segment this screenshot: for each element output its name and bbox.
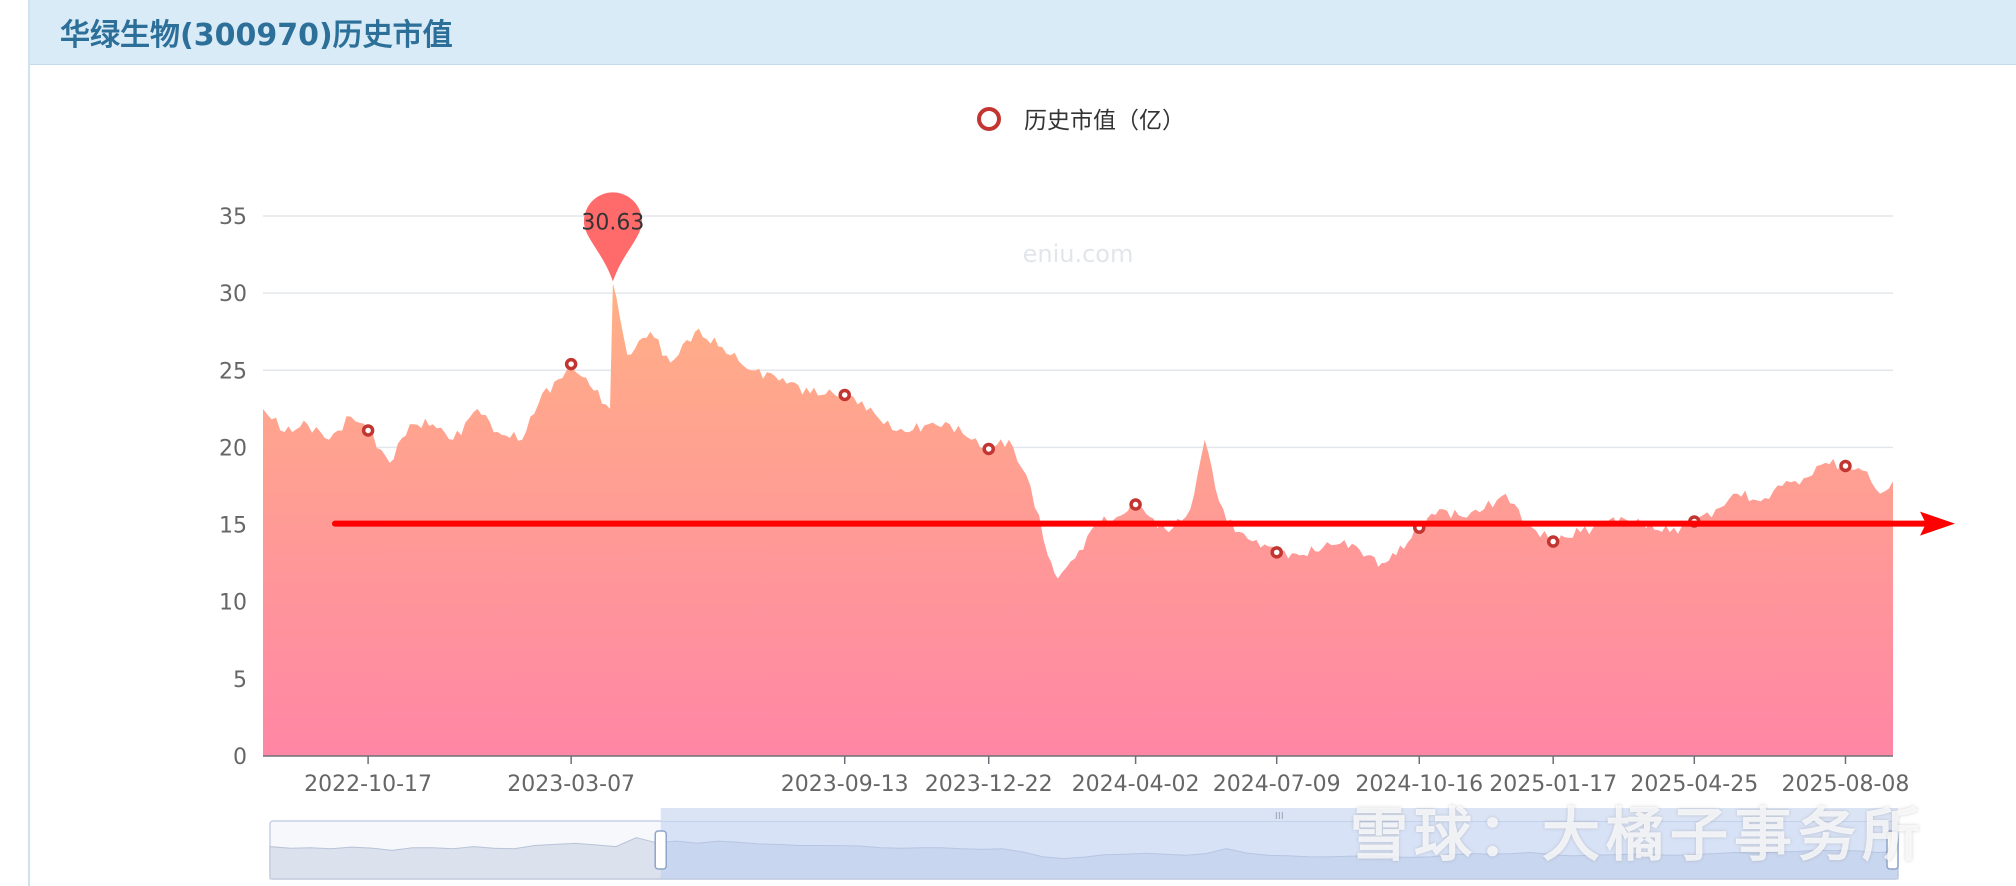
legend-label: 历史市值（亿） <box>1024 108 1185 134</box>
y-tick-label: 35 <box>219 205 247 230</box>
x-tick-label: 2024-04-02 <box>1072 772 1200 797</box>
y-tick-label: 20 <box>219 436 247 461</box>
y-tick-label: 10 <box>219 591 247 616</box>
site-watermark: eniu.com <box>1023 240 1134 268</box>
data-zoom-preview <box>269 837 1899 880</box>
x-tick-label: 2023-03-07 <box>507 772 635 797</box>
sample-marker <box>361 424 375 437</box>
arrow-head-icon <box>1920 511 1955 536</box>
x-tick-label: 2022-10-17 <box>304 772 432 797</box>
y-tick-label: 5 <box>233 668 247 693</box>
data-zoom-selected-range[interactable] <box>660 821 1898 879</box>
x-tick-label: 2025-08-08 <box>1782 772 1910 797</box>
overlay-watermark: 雪球：大橘子事务所 <box>1350 801 1927 869</box>
chart-legend[interactable]: 历史市值（亿） <box>977 107 1185 134</box>
data-zoom-slider[interactable]: III <box>269 808 1899 880</box>
trend-arrow <box>332 511 1955 536</box>
sample-marker <box>982 442 995 456</box>
panel-header: 华绿生物(300970)历史市值 <box>30 0 2016 65</box>
market-cap-area <box>263 283 1893 756</box>
data-zoom-right-handle[interactable] <box>1886 830 1899 870</box>
y-tick-label: 30 <box>219 282 247 307</box>
max-value-label: 30.63 <box>581 210 644 235</box>
sample-markers <box>361 357 1852 559</box>
sample-marker <box>1839 459 1852 473</box>
x-tick-label: 2025-01-17 <box>1489 772 1617 797</box>
y-tick-label: 0 <box>233 745 247 770</box>
circle-outline-icon <box>977 107 1001 131</box>
sample-marker <box>564 357 578 371</box>
sample-marker <box>1129 498 1142 511</box>
sample-marker <box>838 388 851 402</box>
pin-icon <box>583 192 642 282</box>
x-tick-label: 2025-04-25 <box>1630 772 1758 797</box>
sample-marker <box>1546 535 1560 548</box>
x-tick-label: 2024-07-09 <box>1213 772 1341 797</box>
data-zoom-left-handle[interactable] <box>654 830 667 870</box>
page-left-border <box>28 0 30 886</box>
y-tick-label: 25 <box>219 359 247 384</box>
x-axis-ticks: 2022-10-17 2023-03-07 2023-09-13 2023-12-22… <box>304 756 1909 797</box>
x-tick-label: 2023-09-13 <box>781 772 909 797</box>
data-zoom-move-handle[interactable] <box>660 808 1898 821</box>
page-title: 华绿生物(300970)历史市值 <box>60 18 453 53</box>
y-axis-ticks: 0 5 10 15 20 25 30 35 <box>219 205 247 770</box>
x-tick-label: 2023-12-22 <box>925 772 1053 797</box>
y-tick-label: 15 <box>219 514 247 539</box>
sample-marker <box>1270 546 1283 559</box>
grip-icon[interactable]: III <box>1275 811 1284 822</box>
max-value-pin: 30.63 <box>581 192 644 282</box>
x-tick-label: 2024-10-16 <box>1355 772 1483 797</box>
